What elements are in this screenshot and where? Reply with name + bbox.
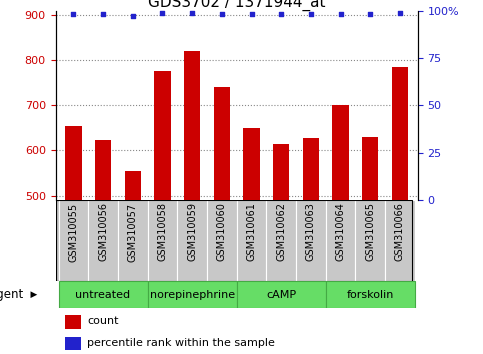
Bar [88, 200, 118, 281]
Title: GDS3702 / 1371944_at: GDS3702 / 1371944_at [148, 0, 326, 11]
Bar [58, 281, 148, 308]
Bar [65, 337, 81, 350]
Point [99, 12, 107, 17]
Point [277, 12, 285, 17]
Point [307, 12, 315, 17]
Bar [65, 315, 81, 329]
Point [337, 12, 344, 17]
Bar [326, 200, 355, 281]
Text: GSM310057: GSM310057 [128, 202, 138, 262]
Bar [65, 126, 82, 354]
Bar [326, 281, 415, 308]
Text: agent: agent [0, 288, 23, 301]
Point [129, 13, 137, 19]
Text: GSM310058: GSM310058 [157, 202, 168, 262]
Bar [266, 200, 296, 281]
Bar [125, 171, 141, 354]
Text: GSM310059: GSM310059 [187, 202, 197, 262]
Text: cAMP: cAMP [266, 290, 296, 300]
Bar [95, 141, 111, 354]
Bar [148, 281, 237, 308]
Bar [207, 200, 237, 281]
Bar [362, 137, 379, 354]
Bar [148, 200, 177, 281]
Text: GSM310062: GSM310062 [276, 202, 286, 262]
Bar [118, 200, 148, 281]
Text: GSM310056: GSM310056 [98, 202, 108, 262]
Bar [58, 200, 88, 281]
Bar [385, 200, 415, 281]
Point [218, 12, 226, 17]
Bar [355, 200, 385, 281]
Text: GSM310060: GSM310060 [217, 202, 227, 261]
Bar [296, 200, 326, 281]
Text: forskolin: forskolin [347, 290, 394, 300]
Bar [332, 105, 349, 354]
Text: count: count [87, 316, 118, 326]
Text: GSM310065: GSM310065 [365, 202, 375, 262]
Bar [303, 138, 319, 354]
Bar [237, 200, 266, 281]
Bar [154, 72, 170, 354]
Point [158, 10, 166, 15]
Point [188, 10, 196, 15]
Text: GSM310066: GSM310066 [395, 202, 405, 261]
Bar [184, 51, 200, 354]
Bar [392, 67, 408, 354]
Point [396, 10, 404, 15]
Text: GSM310063: GSM310063 [306, 202, 316, 261]
Point [248, 12, 256, 17]
Text: norepinephrine: norepinephrine [150, 290, 235, 300]
Text: untreated: untreated [75, 290, 130, 300]
Bar [177, 200, 207, 281]
Bar [213, 87, 230, 354]
Text: percentile rank within the sample: percentile rank within the sample [87, 338, 275, 348]
Point [70, 12, 77, 17]
Text: GSM310055: GSM310055 [69, 202, 78, 262]
Bar [273, 144, 289, 354]
Text: GSM310061: GSM310061 [246, 202, 256, 261]
Bar [243, 128, 260, 354]
Bar [237, 281, 326, 308]
Text: GSM310064: GSM310064 [336, 202, 346, 261]
Point [367, 12, 374, 17]
